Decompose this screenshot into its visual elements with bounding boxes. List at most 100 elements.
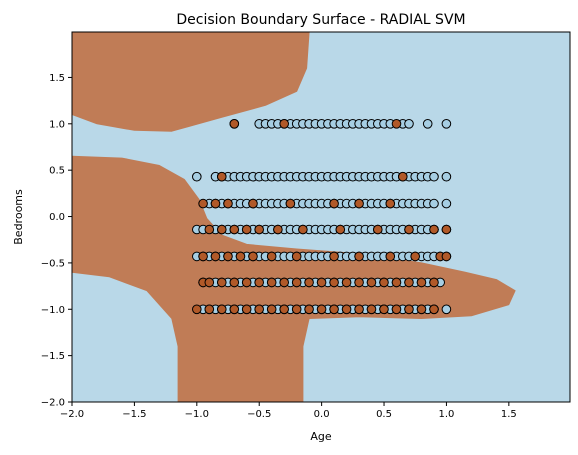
x-tick-label: 1.0 (438, 409, 454, 420)
data-point-class-1 (291, 277, 302, 288)
data-point-class-1 (366, 304, 377, 315)
data-point-class-1 (291, 251, 302, 262)
data-point-class-1 (229, 277, 240, 288)
data-point-class-0 (441, 119, 452, 129)
x-tick-label: 1.5 (501, 409, 517, 420)
y-tick-label: −1.0 (41, 305, 65, 316)
data-point-class-0 (441, 198, 452, 209)
x-axis-label: Age (310, 430, 332, 443)
data-point-class-0 (429, 198, 439, 209)
data-point-class-1 (285, 198, 296, 209)
data-point-class-1 (223, 198, 233, 209)
data-point-class-1 (235, 251, 246, 262)
x-tick-label: 0.0 (314, 409, 330, 420)
data-point-class-1 (229, 119, 240, 129)
data-point-class-1 (398, 171, 408, 182)
y-tick-label: 1.5 (49, 73, 65, 84)
data-point-class-1 (429, 224, 439, 235)
data-point-class-1 (217, 171, 227, 182)
data-point-class-1 (204, 224, 215, 235)
data-point-class-1 (385, 251, 396, 262)
data-point-class-1 (391, 119, 402, 129)
data-point-class-1 (254, 224, 265, 235)
data-point-class-1 (229, 224, 240, 235)
data-point-class-1 (429, 304, 439, 315)
data-point-class-1 (223, 251, 233, 262)
data-point-class-1 (192, 304, 202, 315)
data-point-class-0 (429, 171, 439, 182)
data-point-class-1 (210, 198, 221, 209)
data-point-class-1 (198, 198, 208, 209)
data-point-class-1 (248, 251, 258, 262)
data-point-class-1 (273, 224, 283, 235)
data-point-class-1 (354, 304, 364, 315)
data-point-class-1 (416, 304, 427, 315)
data-point-class-1 (298, 224, 308, 235)
data-point-class-1 (229, 304, 240, 315)
data-point-class-1 (316, 277, 327, 288)
data-point-class-1 (217, 277, 227, 288)
data-point-class-1 (354, 277, 364, 288)
data-point-class-1 (329, 304, 339, 315)
y-tick-label: 0.5 (49, 166, 65, 177)
data-point-class-1 (391, 277, 402, 288)
data-point-class-1 (404, 224, 414, 235)
data-point-class-1 (254, 277, 265, 288)
data-point-class-1 (198, 251, 208, 262)
data-point-class-1 (379, 304, 389, 315)
data-point-class-1 (204, 277, 215, 288)
y-tick-label: −2.0 (41, 398, 65, 409)
data-point-class-1 (335, 224, 346, 235)
data-point-class-1 (366, 277, 377, 288)
data-point-class-1 (354, 198, 364, 209)
data-point-class-1 (266, 251, 277, 262)
data-point-class-1 (217, 304, 227, 315)
data-point-class-1 (266, 277, 277, 288)
data-point-class-1 (210, 251, 221, 262)
x-tick-label: −0.5 (247, 409, 271, 420)
data-point-class-1 (279, 119, 290, 129)
data-point-class-1 (329, 251, 339, 262)
data-point-class-1 (241, 224, 252, 235)
data-point-class-1 (204, 304, 215, 315)
data-point-class-1 (329, 198, 339, 209)
y-axis-label: Bedrooms (12, 189, 25, 245)
data-point-class-1 (266, 304, 277, 315)
y-axis-ticks: −2.0 −1.5 −1.0 −0.5 0.0 0.5 1.0 1.5 (41, 73, 72, 409)
data-point-class-1 (385, 198, 396, 209)
y-tick-label: −0.5 (41, 258, 65, 269)
data-point-class-0 (441, 171, 452, 182)
scatter-points (192, 119, 452, 315)
y-tick-label: 0.0 (49, 212, 65, 223)
data-point-class-1 (404, 277, 414, 288)
data-point-class-1 (304, 304, 314, 315)
x-tick-label: 0.5 (376, 409, 392, 420)
data-point-class-1 (217, 224, 227, 235)
y-tick-label: −1.5 (41, 351, 65, 362)
data-point-class-1 (416, 277, 427, 288)
x-axis-ticks: −2.0 −1.5 −1.0 −0.5 0.0 0.5 1.0 1.5 (60, 402, 517, 420)
chart-title: Decision Boundary Surface - RADIAL SVM (176, 12, 465, 28)
data-point-class-1 (304, 277, 314, 288)
data-point-class-1 (329, 277, 339, 288)
data-point-class-1 (291, 304, 302, 315)
data-point-class-1 (391, 304, 402, 315)
data-point-class-0 (422, 119, 433, 129)
data-point-class-1 (441, 224, 452, 235)
data-point-class-1 (248, 198, 258, 209)
x-tick-label: −1.5 (122, 409, 146, 420)
data-point-class-1 (279, 304, 290, 315)
data-point-class-1 (379, 277, 389, 288)
data-point-class-1 (441, 251, 452, 262)
data-point-class-1 (373, 224, 383, 235)
data-point-class-1 (429, 277, 439, 288)
data-point-class-1 (316, 304, 327, 315)
data-point-class-1 (241, 277, 252, 288)
data-point-class-0 (441, 304, 452, 315)
data-point-class-1 (341, 277, 352, 288)
data-point-class-1 (404, 304, 414, 315)
data-point-class-0 (404, 119, 414, 129)
data-point-class-0 (192, 171, 202, 182)
region-class-1-upper-left (72, 32, 310, 132)
